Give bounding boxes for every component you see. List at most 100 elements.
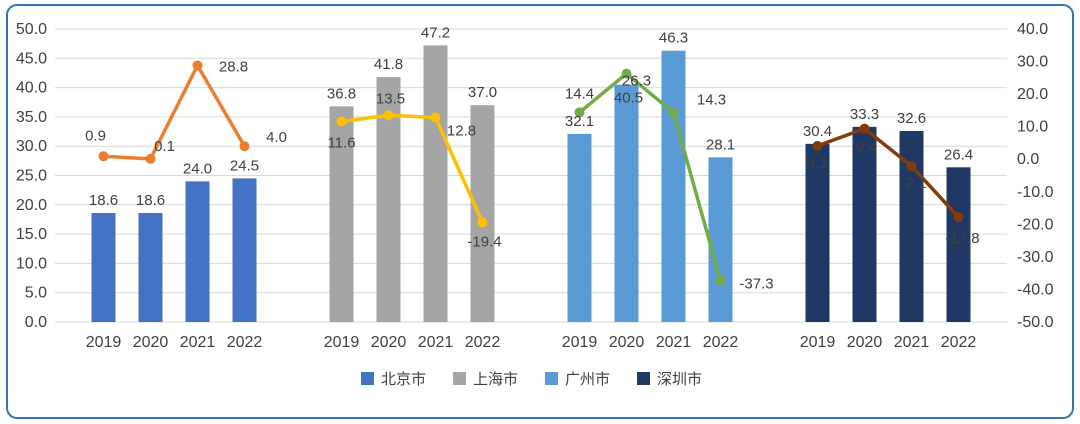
year-label: 2021 <box>180 334 216 351</box>
left-axis-tick: 0.0 <box>25 314 47 331</box>
legend-swatch-上海市 <box>453 372 466 385</box>
line-label: 13.5 <box>376 90 405 107</box>
line-marker-北京市-2020 <box>145 153 156 164</box>
line-深圳市 <box>815 126 961 219</box>
right-axis-tick: 30.0 <box>1017 54 1048 71</box>
left-axis-tick: 5.0 <box>25 285 47 302</box>
left-axis-tick: 45.0 <box>16 50 47 67</box>
bar-label: 24.5 <box>230 157 259 174</box>
bar-北京市-2022 <box>232 178 257 322</box>
legend-swatch-广州市 <box>545 372 558 385</box>
line-marker-上海市-2022 <box>477 217 488 228</box>
bar-深圳市-2019 <box>805 143 830 322</box>
year-label: 2020 <box>609 334 645 351</box>
year-label: 2019 <box>86 334 122 351</box>
bar-label: 33.3 <box>850 106 879 123</box>
left-axis-tick: 50.0 <box>16 21 47 38</box>
line-label: 0.1 <box>154 138 175 155</box>
right-axis-tick: 40.0 <box>1017 21 1048 38</box>
left-axis-tick: 20.0 <box>16 197 47 214</box>
bar-label: 32.6 <box>897 110 926 127</box>
line-label: -17.8 <box>945 230 979 247</box>
year-label: 2022 <box>465 334 501 351</box>
line-marker-北京市-2019 <box>98 151 109 162</box>
bar-深圳市-2020 <box>852 126 877 322</box>
line-marker-广州市-2022 <box>715 275 726 286</box>
year-label: 2022 <box>227 334 263 351</box>
bar-北京市-2019 <box>91 213 116 322</box>
right-axis-tick: 0.0 <box>1017 151 1039 168</box>
line-marker-深圳市-2021 <box>906 161 917 172</box>
legend-label-上海市: 上海市 <box>473 371 518 388</box>
legend-label-广州市: 广州市 <box>565 371 610 388</box>
bar-label: 41.8 <box>374 56 403 73</box>
line-marker-北京市-2022 <box>239 141 250 152</box>
year-label: 2021 <box>418 334 454 351</box>
year-label: 2021 <box>656 334 692 351</box>
line-label: 11.6 <box>327 134 355 151</box>
line-label: -37.3 <box>739 276 773 293</box>
right-axis-tick: -30.0 <box>1017 249 1054 266</box>
right-axis-tick: 20.0 <box>1017 86 1048 103</box>
legend-label-深圳市: 深圳市 <box>657 371 702 388</box>
line-marker-深圳市-2019 <box>812 140 823 151</box>
left-axis-tick: 15.0 <box>16 226 47 243</box>
year-label: 2022 <box>941 334 977 351</box>
left-axis-tick: 40.0 <box>16 80 47 97</box>
line-marker-深圳市-2022 <box>953 212 964 223</box>
legend-label-北京市: 北京市 <box>381 371 426 388</box>
line-marker-广州市-2021 <box>668 107 679 118</box>
bar-label: 28.1 <box>706 136 735 153</box>
legend-swatch-深圳市 <box>637 372 650 385</box>
line-label: 4.0 <box>266 129 287 146</box>
bar-label: 32.1 <box>565 113 594 130</box>
bar-label: 47.2 <box>421 24 450 41</box>
year-label: 2019 <box>562 334 598 351</box>
right-axis-tick: -50.0 <box>1017 314 1054 331</box>
line-北京市 <box>101 63 247 161</box>
bar-上海市-2022 <box>470 105 495 323</box>
bar-北京市-2021 <box>185 181 210 322</box>
line-label: 9.4 <box>856 140 877 157</box>
year-label: 2019 <box>324 334 360 351</box>
year-label: 2022 <box>703 334 739 351</box>
bar-label: 18.6 <box>89 192 118 209</box>
line-label: -19.4 <box>467 233 501 250</box>
bar-label: 40.5 <box>614 90 643 107</box>
bar-广州市-2021 <box>661 50 686 322</box>
line-marker-深圳市-2020 <box>859 123 870 134</box>
right-axis-tick: -20.0 <box>1017 216 1054 233</box>
line-label: 12.8 <box>447 123 476 140</box>
line-label: 0.9 <box>85 127 106 144</box>
year-label: 2020 <box>371 334 407 351</box>
year-label: 2020 <box>133 334 169 351</box>
right-axis-tick: -10.0 <box>1017 184 1054 201</box>
line-marker-上海市-2020 <box>383 110 394 121</box>
bar-北京市-2020 <box>138 213 163 322</box>
line-label: 26.3 <box>622 73 651 90</box>
bar-label: 36.8 <box>327 85 356 102</box>
line-marker-上海市-2019 <box>336 116 347 127</box>
right-axis-tick: -40.0 <box>1017 281 1054 298</box>
bar-label: 24.0 <box>183 160 212 177</box>
line-marker-北京市-2021 <box>192 60 203 71</box>
line-广州市 <box>577 71 723 283</box>
line-marker-广州市-2020 <box>621 68 632 79</box>
left-axis-tick: 25.0 <box>16 168 47 185</box>
year-label: 2019 <box>800 334 836 351</box>
bar-label: 30.4 <box>803 123 832 140</box>
bar-深圳市-2022 <box>946 167 971 322</box>
bar-广州市-2020 <box>614 84 639 322</box>
left-axis-tick: 35.0 <box>16 109 47 126</box>
right-axis-tick: 10.0 <box>1017 119 1048 136</box>
bar-label: 26.4 <box>944 146 973 163</box>
left-axis-tick: 30.0 <box>16 138 47 155</box>
bar-label: 37.0 <box>468 84 497 101</box>
line-label: 4.1 <box>807 155 828 172</box>
line-label: -2.1 <box>901 175 927 192</box>
year-label: 2021 <box>894 334 930 351</box>
legend-swatch-北京市 <box>361 372 374 385</box>
line-label: 14.4 <box>565 85 594 102</box>
